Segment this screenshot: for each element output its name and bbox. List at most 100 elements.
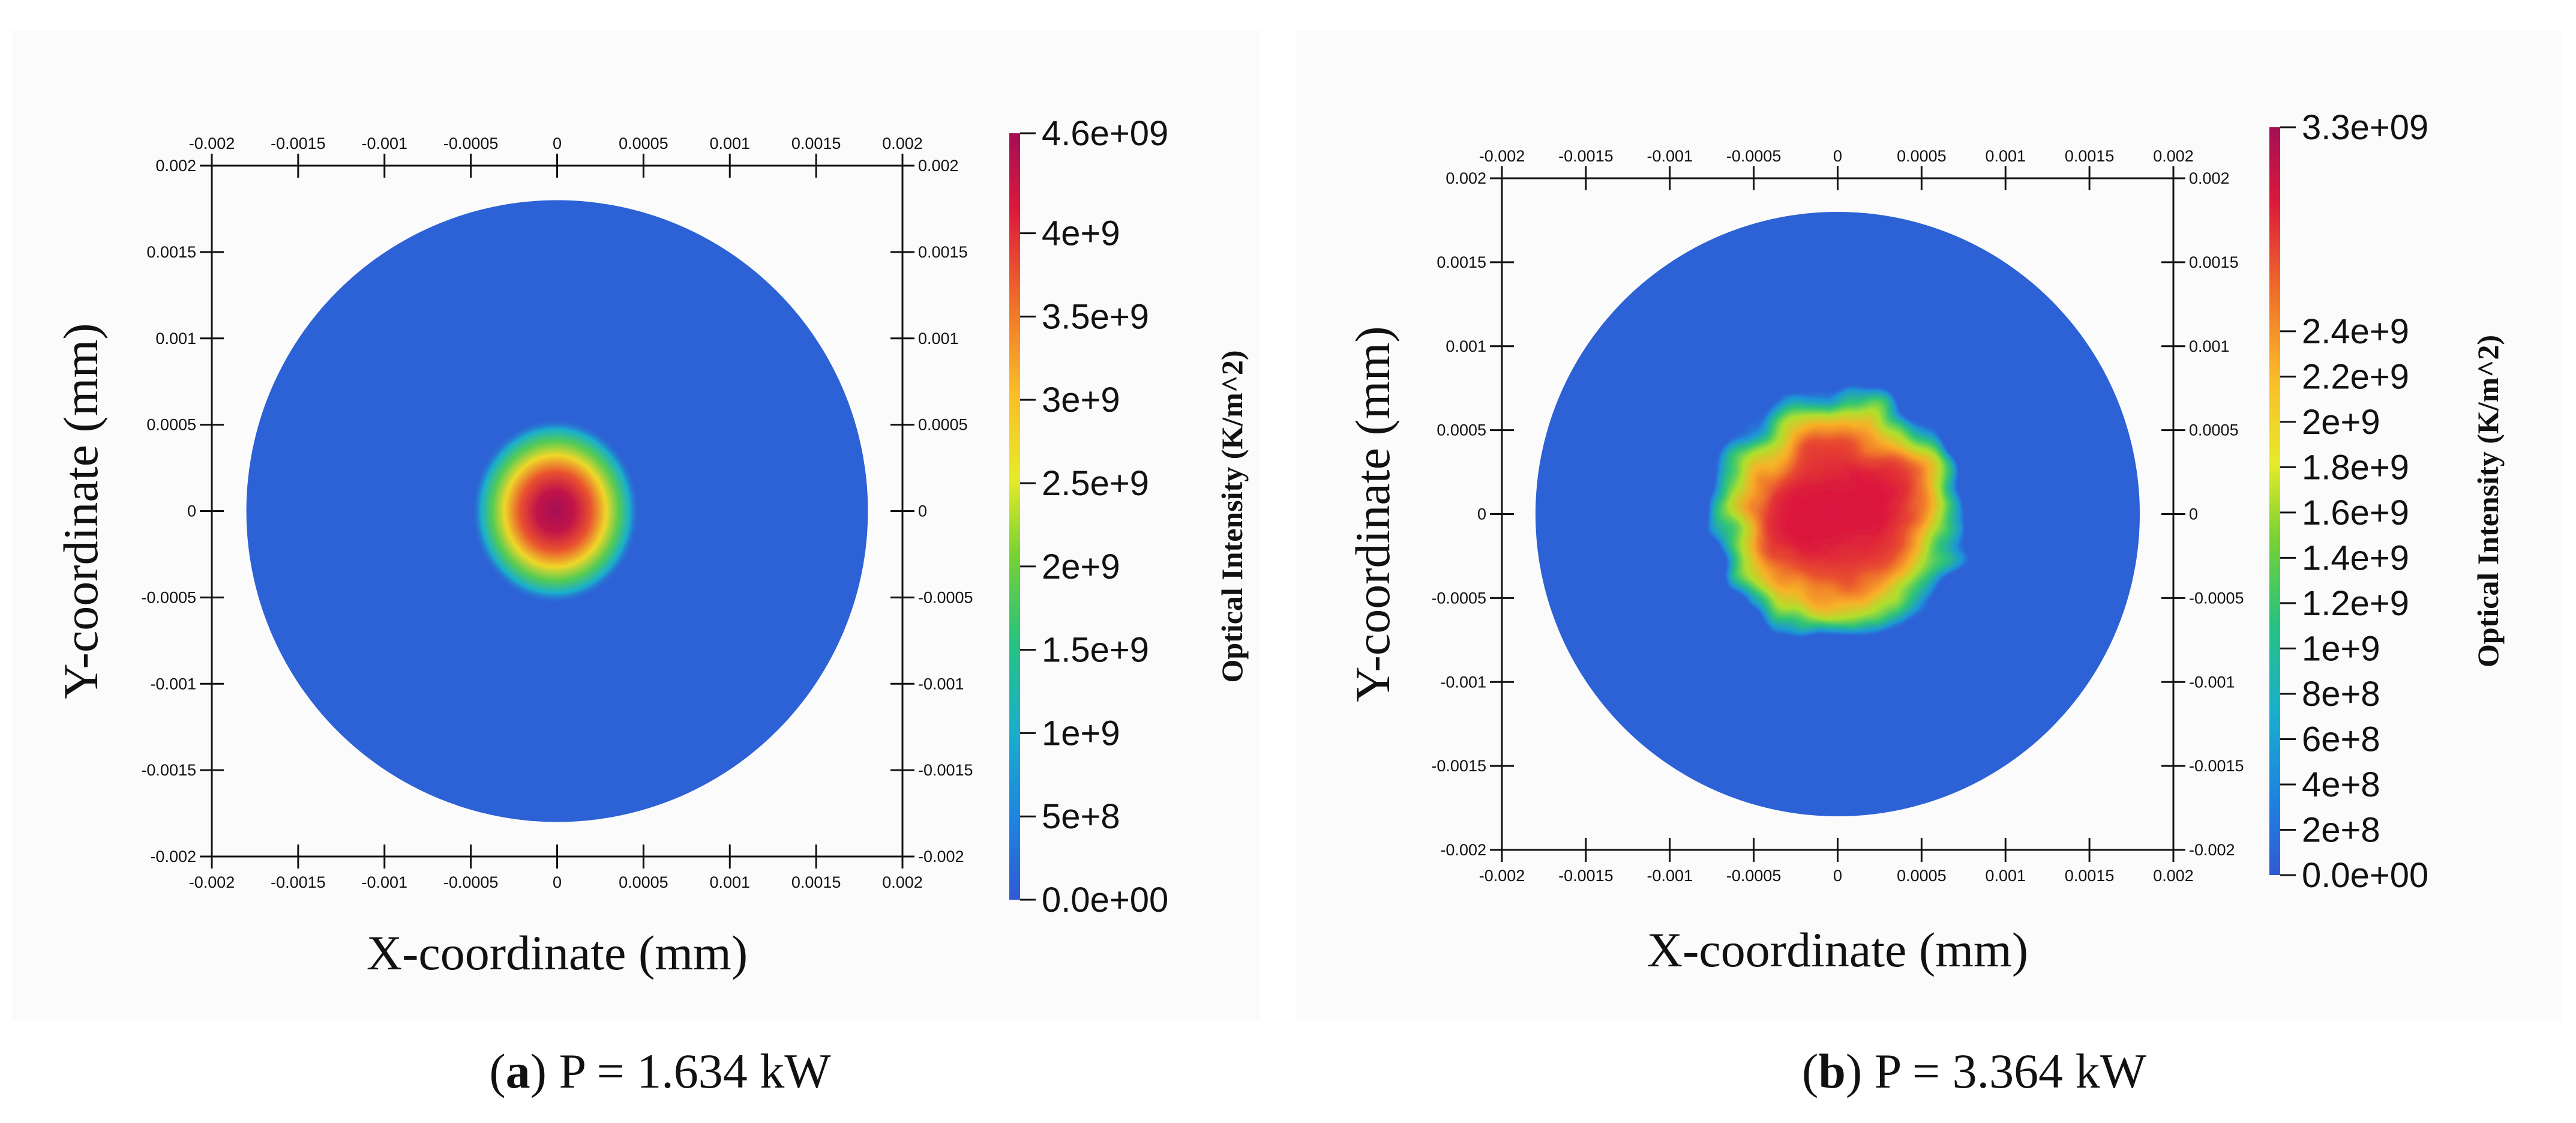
colorbar-tick-label-b: 1.4e+9 [2302,538,2409,577]
x-tick-label-top-a: 0.0005 [619,134,668,152]
colorbar-tick-label-a: 2e+9 [1042,547,1120,586]
colorbar-tick-label-b: 1.8e+9 [2302,448,2409,487]
caption-a-text: P = 1.634 kW [559,1044,831,1098]
x-tick-label-top-a: 0.0015 [791,134,841,152]
x-tick-label-bottom-b: 0.001 [1985,867,2026,885]
x-tick-label-top-b: 0.0005 [1897,147,1947,165]
y-tick-label-left-b: -0.002 [1440,841,1486,859]
y-tick-label-right-b: -0.002 [2189,841,2235,859]
x-tick-label-bottom-a: -0.002 [189,873,235,891]
y-tick-label-left-b: 0.001 [1446,337,1486,355]
colorbar-tick-label-b: 2e+8 [2302,810,2380,849]
colorbar-title-a: Optical Intensity (K/m^2) [1215,350,1249,682]
caption-b-text: P = 3.364 kW [1874,1044,2146,1098]
colorbar-tick-label-a: 3e+9 [1042,381,1120,420]
y-tick-label-left-a: -0.001 [150,675,196,693]
x-tick-label-top-b: -0.001 [1647,147,1693,165]
hotspot-b [1800,476,1876,552]
colorbar-tick-label-a: 3.5e+9 [1042,297,1149,336]
caption-a: (a) P = 1.634 kW [489,1044,831,1098]
colorbar-tick-label-a: 4e+9 [1042,214,1120,253]
y-tick-label-left-a: 0.0005 [146,416,196,434]
x-axis-title-b: X-coordinate (mm) [1647,923,2028,977]
colorbar-title-b: Optical Intensity (K/m^2) [2471,335,2505,667]
y-tick-label-right-b: -0.0015 [2189,757,2244,775]
y-tick-label-right-a: 0.0015 [918,243,968,261]
x-tick-label-bottom-b: -0.0015 [1558,867,1614,885]
x-tick-label-bottom-b: -0.0005 [1726,867,1782,885]
x-tick-label-top-a: 0.002 [882,134,923,152]
x-tick-label-top-a: 0 [553,134,562,152]
y-tick-label-left-b: -0.0015 [1431,757,1486,775]
x-tick-label-bottom-b: 0.0015 [2065,867,2115,885]
y-tick-label-right-b: 0.001 [2189,337,2230,355]
colorbar-tick-label-b: 0.0e+00 [2302,856,2428,895]
x-tick-label-top-b: -0.0015 [1558,147,1614,165]
colorbar-tick-label-b: 1.6e+9 [2302,493,2409,532]
x-tick-label-top-a: -0.0005 [443,134,499,152]
x-tick-label-top-a: -0.002 [189,134,235,152]
colorbar-tick-label-a: 5e+8 [1042,797,1120,836]
colorbar-b [2269,127,2280,875]
y-tick-label-left-a: 0 [187,502,196,520]
y-tick-label-left-a: 0.002 [155,157,196,175]
y-tick-label-right-a: -0.001 [918,675,964,693]
intensity-spot-b [1709,385,1966,643]
y-tick-label-left-a: 0.0015 [146,243,196,261]
caption-b-tag: b [1818,1044,1846,1098]
x-tick-label-top-a: 0.001 [709,134,750,152]
y-tick-label-right-b: 0.0005 [2189,421,2239,439]
y-axis-title-a: Y-coordinate (mm) [53,323,108,699]
x-axis-title-a: X-coordinate (mm) [367,926,748,980]
x-tick-label-bottom-a: -0.0015 [271,873,326,891]
x-tick-label-bottom-a: -0.001 [361,873,407,891]
x-tick-label-top-b: -0.002 [1479,147,1525,165]
x-tick-label-bottom-a: 0.002 [882,873,923,891]
x-tick-label-bottom-a: 0.001 [709,873,750,891]
colorbar-tick-label-b: 1e+9 [2302,629,2380,668]
y-tick-label-left-b: -0.0005 [1431,589,1486,607]
y-tick-label-left-a: 0.001 [155,330,196,348]
colorbar-tick-label-a: 1e+9 [1042,714,1120,753]
colorbar-tick-label-a: 1.5e+9 [1042,631,1149,670]
x-tick-label-top-b: 0.0015 [2065,147,2115,165]
x-tick-label-top-a: -0.0015 [271,134,326,152]
colorbar-tick-label-b: 2e+9 [2302,403,2380,442]
colorbar-tick-label-b: 8e+8 [2302,675,2380,714]
y-tick-label-right-b: -0.001 [2189,673,2235,691]
y-tick-label-right-a: -0.0015 [918,761,973,779]
x-tick-label-bottom-a: 0.0005 [619,873,668,891]
y-tick-label-left-b: 0.0005 [1437,421,1486,439]
y-tick-label-left-a: -0.002 [150,848,196,866]
intensity-hotspots-b [1758,445,1907,574]
colorbar-tick-label-b: 2.2e+9 [2302,357,2409,396]
y-tick-label-right-a: 0.0005 [918,416,968,434]
x-tick-label-bottom-a: 0.0015 [791,873,841,891]
x-tick-label-top-b: 0.001 [1985,147,2026,165]
y-tick-label-right-a: 0.002 [918,157,959,175]
colorbar-tick-label-b: 4e+8 [2302,765,2380,804]
y-tick-label-right-a: 0.001 [918,330,959,348]
y-tick-label-right-a: 0 [918,502,927,520]
colorbar-tick-label-a: 2.5e+9 [1042,464,1149,503]
x-tick-label-bottom-b: 0.002 [2153,867,2194,885]
x-tick-label-bottom-b: 0 [1833,867,1842,885]
x-tick-label-bottom-b: -0.001 [1647,867,1693,885]
colorbar-tick-label-b: 1.2e+9 [2302,584,2409,623]
y-tick-label-left-a: -0.0015 [141,761,196,779]
caption-b: (b) P = 3.364 kW [1802,1044,2146,1098]
colorbar-tick-label-b: 2.4e+9 [2302,312,2409,351]
caption-a-tag: a [505,1044,530,1098]
colorbar-tick-label-b: 3.3e+09 [2302,108,2428,147]
y-tick-label-left-b: 0 [1477,505,1486,523]
y-tick-label-left-b: -0.001 [1440,673,1486,691]
x-tick-label-bottom-b: -0.002 [1479,867,1525,885]
x-tick-label-bottom-a: 0 [553,873,562,891]
x-tick-label-top-b: 0.002 [2153,147,2194,165]
y-tick-label-right-a: -0.002 [918,848,964,866]
y-tick-label-right-b: 0.002 [2189,169,2230,187]
y-tick-label-right-b: 0.0015 [2189,253,2239,271]
